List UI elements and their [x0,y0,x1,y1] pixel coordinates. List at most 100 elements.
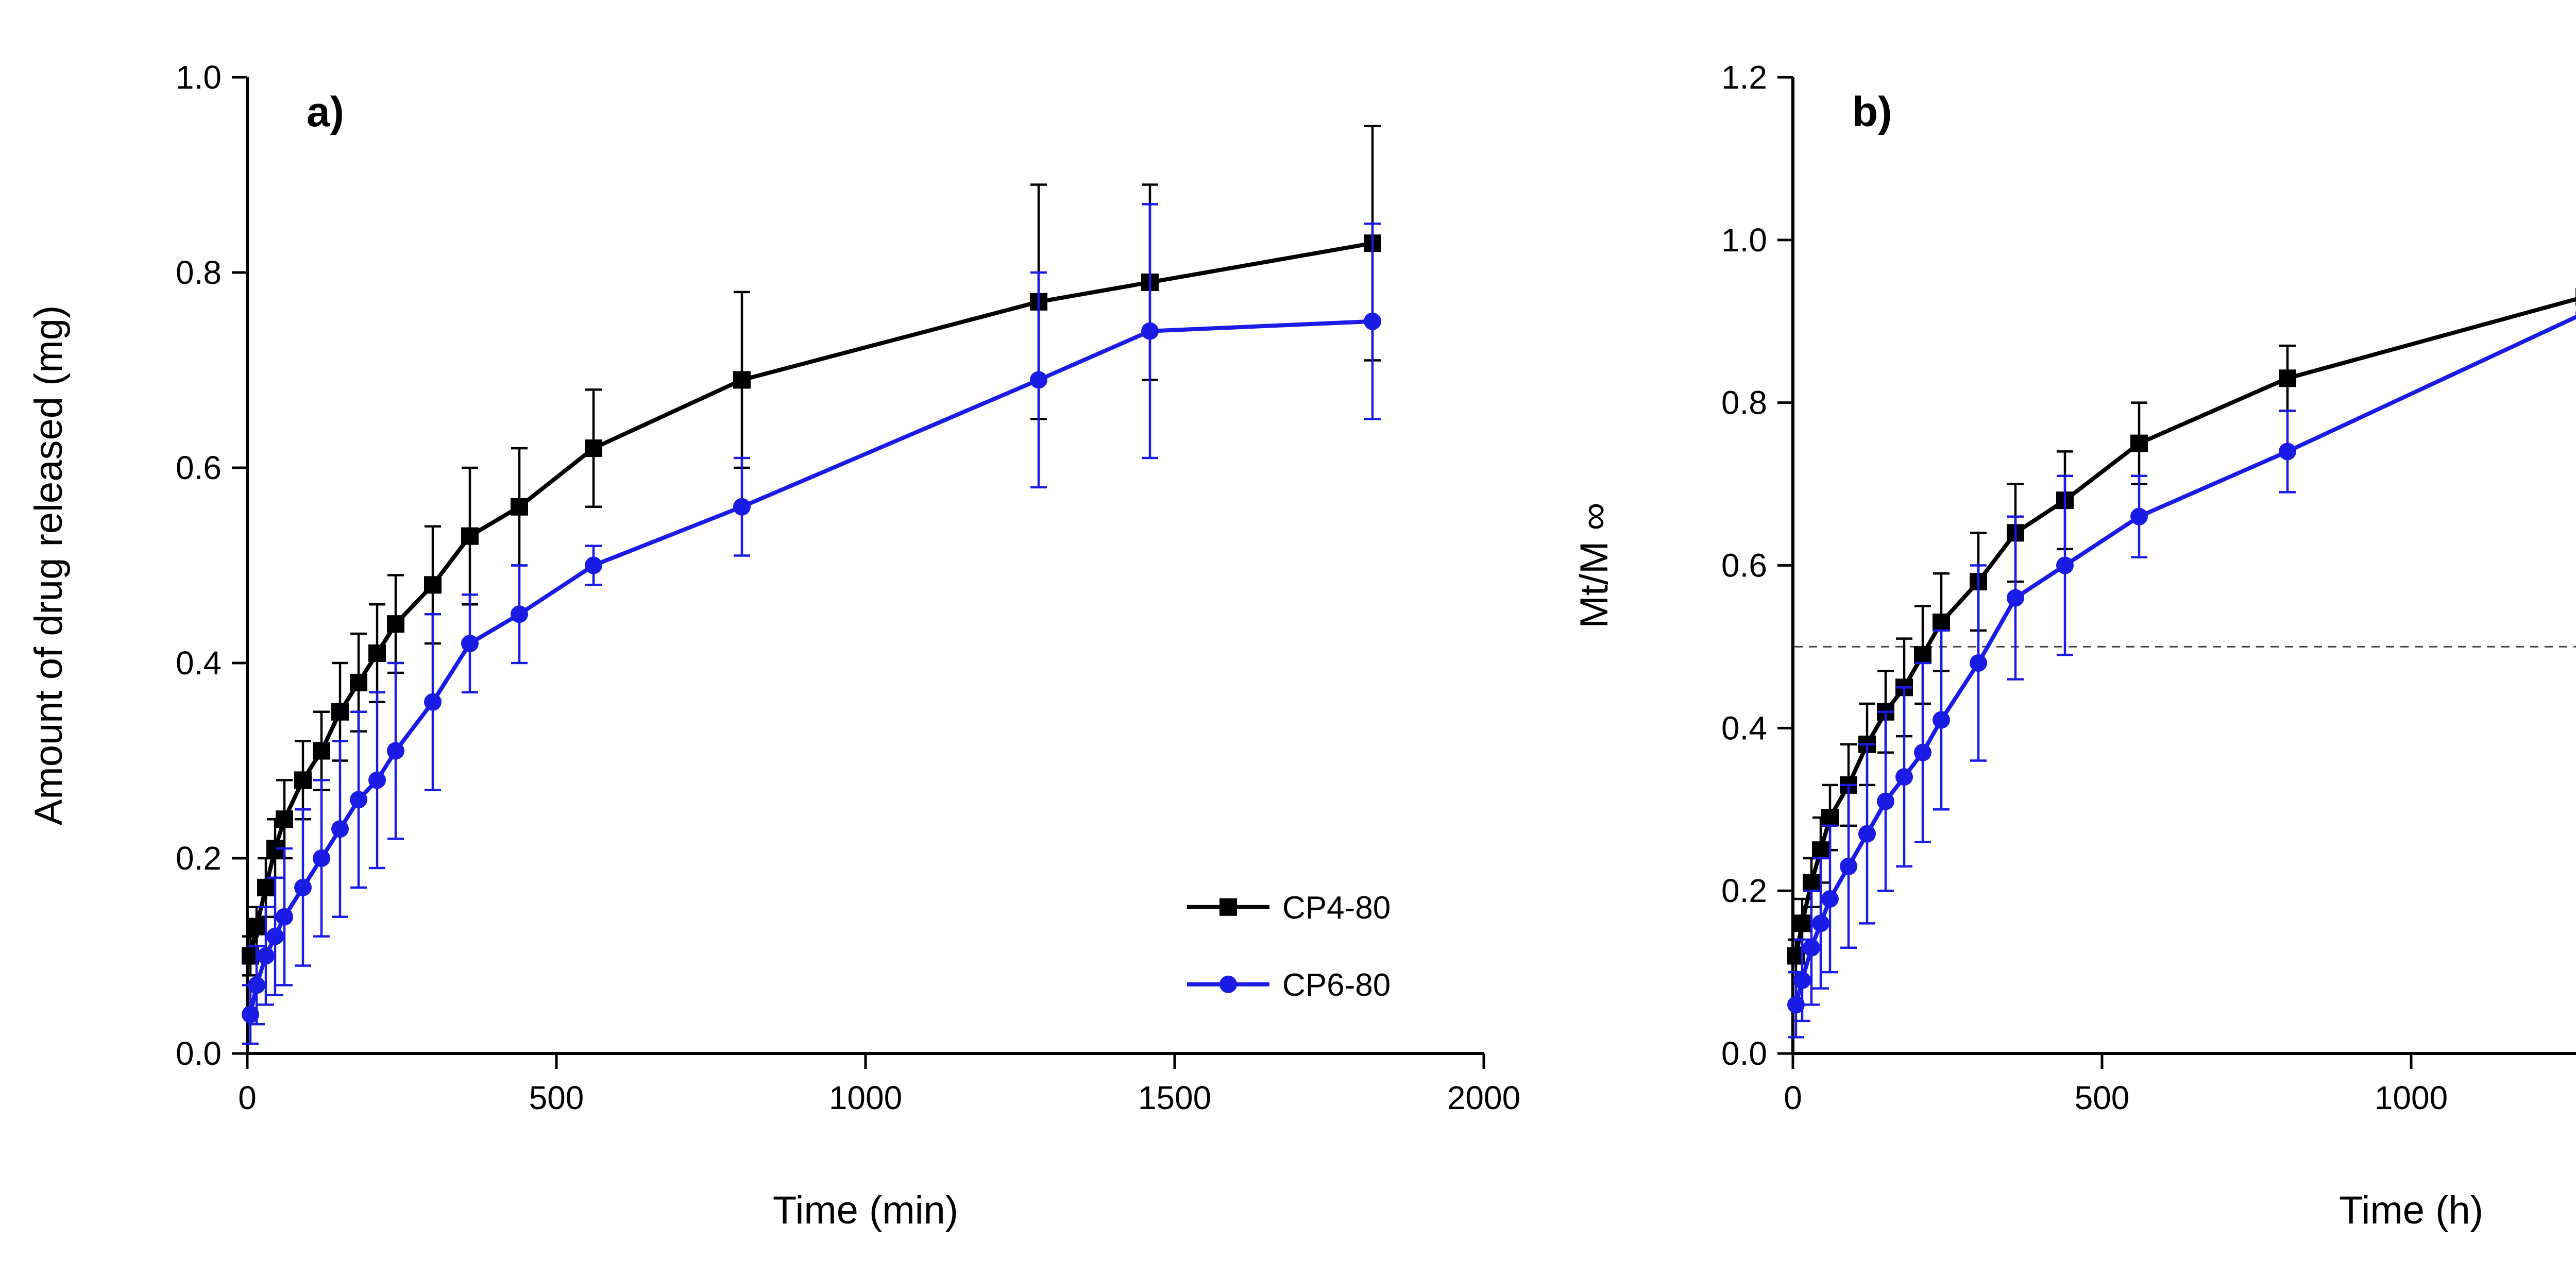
data-point [1803,939,1820,957]
y-tick-label: 0.2 [1721,872,1767,909]
data-point [257,947,275,965]
data-point [368,644,386,662]
data-point [2130,507,2148,525]
data-point [1141,322,1159,340]
x-tick-label: 500 [529,1079,584,1116]
x-tick-label: 0 [238,1079,257,1116]
data-point [350,673,367,691]
y-axis-title: Mt/M ∞ [1572,502,1616,628]
panel-a-chart: 0 500 1000 1500 2000 0.0 0.2 0.4 0.6 0.8 1.0 Time (… [27,59,1520,1232]
data-point [511,605,528,623]
series-line-CP6-80 [1794,315,2576,1006]
data-point [350,791,367,809]
x-tick-label: 2000 [1447,1079,1520,1116]
data-point [1803,874,1820,892]
error-bars-CP4-80 [242,125,1381,977]
y-tick-label: 0.2 [176,840,222,877]
y-tick-label: 1.0 [1721,222,1767,259]
panel-letter: a) [307,89,344,135]
data-point [276,810,293,828]
axis-titles: Time (h) Mt/M ∞ [1572,502,2483,1232]
y-tick-label: 0.0 [1721,1035,1767,1072]
data-point [461,635,479,653]
series-line-CP6-80 [248,319,1373,1015]
data-point [1030,371,1047,389]
x-axis-title: Time (h) [2339,1188,2483,1232]
y-tick-label: 1.2 [1721,59,1767,96]
y-tick-label: 0.0 [176,1035,222,1072]
data-point [2130,434,2148,452]
data-point [242,1006,259,1024]
markers-CP4-80 [1787,288,2576,965]
data-point [733,498,751,516]
legend-marker-circle [1219,975,1237,993]
x-tick-label: 500 [2075,1079,2130,1116]
y-axis-title: Amount of drug released (mg) [27,305,71,826]
legend-label-CP4-80: CP4-80 [1282,890,1391,926]
markers-CP4-80 [242,234,1381,965]
data-point [1812,914,1829,932]
markers-CP6-80 [1787,310,2576,1014]
data-point [1914,743,1931,761]
y-tick-label: 0.6 [1721,547,1767,584]
series-CP4-80 [1787,288,2576,974]
legend-label-CP6-80: CP6-80 [1282,967,1391,1003]
x-tick-label: 0 [1784,1079,1802,1116]
data-point [387,742,404,760]
data-point [2007,589,2024,607]
error-bars-CP6-80 [1788,410,2296,1039]
data-point [257,878,275,896]
data-point [1787,996,1805,1014]
data-point [294,771,312,789]
data-point [424,576,442,594]
y-tick-label: 1.0 [176,59,222,96]
data-point [368,771,386,789]
data-point [313,849,330,867]
y-tick-label: 0.8 [1721,384,1767,421]
data-point [1970,654,1987,672]
data-point [1840,857,1857,875]
data-point [585,439,602,457]
x-tick-label: 1500 [1138,1079,1211,1116]
data-point [1793,971,1811,989]
legend-marker-square [1219,898,1237,916]
data-point [1933,614,1950,632]
data-point [733,371,751,389]
data-point [2279,443,2296,461]
markers-CP6-80 [242,312,1381,1024]
data-point [248,917,265,936]
data-point [276,908,293,926]
data-point [294,878,312,896]
data-point [331,820,349,838]
data-point [1793,914,1811,932]
data-point [1933,711,1950,729]
data-point [1364,312,1381,330]
data-point [585,556,602,574]
series-CP6-80 [1787,310,2576,1039]
data-point [511,498,528,516]
series-CP4-80 [242,125,1381,977]
legend: CP4-80 CP6-80 [1187,890,1391,1003]
x-tick-label: 1000 [829,1079,902,1116]
axis-titles: Time (min) Amount of drug released (mg) [27,305,958,1232]
data-point [248,976,265,994]
data-point [1895,768,1913,786]
y-tick-label: 0.6 [176,449,222,486]
y-tick-label: 0.4 [1721,709,1767,746]
panel-a: 0 500 1000 1500 2000 0.0 0.2 0.4 0.6 0.8 1.0 Time (… [27,59,1520,1232]
axes [1791,77,2576,1055]
x-axis-title: Time (min) [773,1188,958,1232]
data-point [461,527,479,545]
data-point [387,615,404,633]
data-point [1821,890,1839,908]
error-bars-CP4-80 [1788,344,2296,974]
series-line-CP4-80 [1794,297,2576,957]
panel-letter: b) [1852,89,1892,135]
series-line-CP4-80 [248,241,1373,957]
data-point [1821,809,1839,827]
data-point [1877,792,1894,810]
data-point [2279,369,2296,387]
data-point [2056,556,2074,574]
